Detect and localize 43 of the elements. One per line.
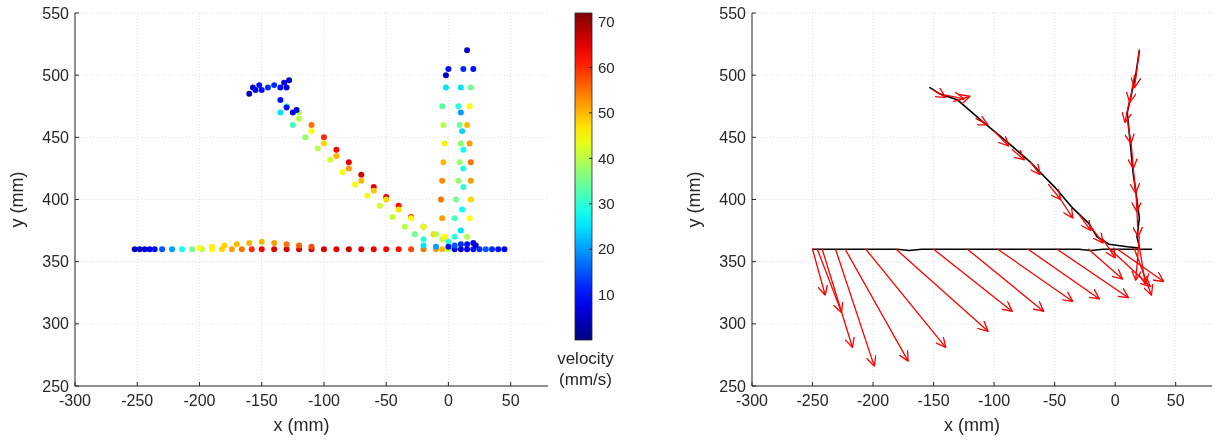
y-tick-label: 500 xyxy=(719,66,747,84)
y-tick-label: 550 xyxy=(719,4,747,22)
y-tick-label: 400 xyxy=(42,191,70,209)
x-tick-label: -50 xyxy=(1043,392,1067,409)
x-tick-label: -150 xyxy=(917,392,950,409)
x-tick-label: -250 xyxy=(121,392,154,409)
y-tick-label: 450 xyxy=(42,128,70,146)
x-tick-label: -300 xyxy=(735,392,769,409)
colorbar: 10 20 30 40 50 60 70 velocity (mm/s) xyxy=(557,12,615,389)
x-axis-title: x (mm) xyxy=(944,415,1000,435)
x-tick-label: 50 xyxy=(1166,392,1185,409)
y-tick-label: 400 xyxy=(719,191,747,209)
color-bar-label: 10 xyxy=(598,285,615,303)
x-tick-label: -50 xyxy=(374,392,398,409)
x-axis-title: x (mm) xyxy=(273,415,330,435)
color-bar-label: 60 xyxy=(598,58,615,76)
x-tick-label: -100 xyxy=(978,392,1011,409)
y-tick-label: 500 xyxy=(42,66,70,84)
x-tick-label: -250 xyxy=(796,392,829,409)
y-tick-label: 300 xyxy=(719,315,747,333)
x-tick-label: -200 xyxy=(183,392,216,409)
x-tick-label: 0 xyxy=(1110,392,1120,409)
color-bar-label: 20 xyxy=(598,240,615,258)
y-tick-label: 250 xyxy=(42,377,70,395)
color-bar-label: 30 xyxy=(598,195,615,212)
y-tick-label: 350 xyxy=(719,253,747,271)
y-tick-label: 350 xyxy=(42,253,70,271)
x-tick-label: -100 xyxy=(307,392,341,409)
x-tick-label: 0 xyxy=(443,392,453,409)
color-bar-label: 70 xyxy=(598,13,615,31)
y-tick-label: 300 xyxy=(42,315,70,333)
x-tick-label: 50 xyxy=(501,392,520,409)
x-tick-label: -150 xyxy=(245,392,278,409)
y-tick-label: 550 xyxy=(42,4,70,22)
x-tick-label: -200 xyxy=(857,392,890,409)
x-tick-label: -300 xyxy=(58,392,92,409)
y-axis-title: y (mm) xyxy=(7,171,27,228)
color-bar-label: 40 xyxy=(598,149,615,167)
color-bar-title: velocity (mm/s) xyxy=(557,349,615,389)
y-tick-label: 250 xyxy=(719,377,747,395)
y-axis-title: y (mm) xyxy=(684,171,704,228)
color-bar-label: 50 xyxy=(598,104,615,122)
y-tick-label: 450 xyxy=(719,128,747,146)
